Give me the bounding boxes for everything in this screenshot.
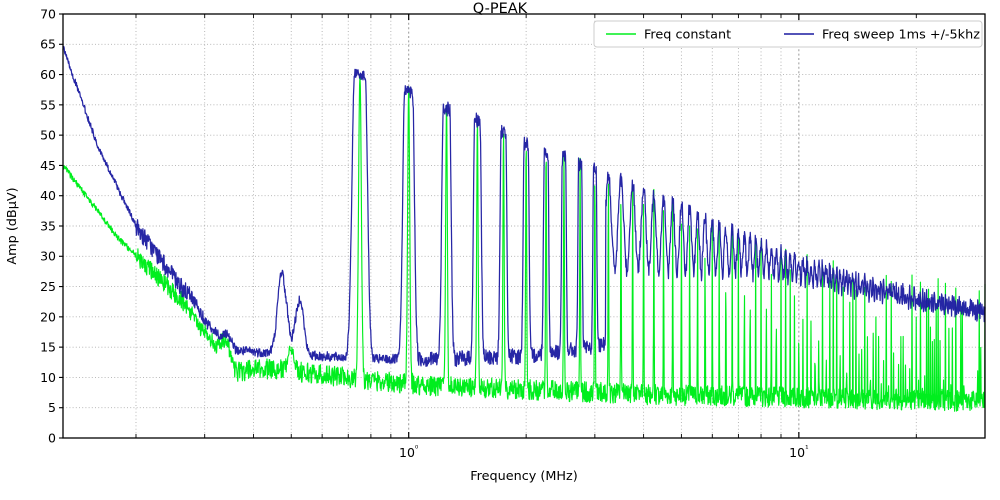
series-2 — [62, 45, 986, 368]
y-tick-label: 10 — [40, 370, 56, 385]
y-axis-title: Amp (dBµV) — [5, 187, 20, 264]
series-1 — [62, 74, 986, 412]
y-tick-label: 45 — [40, 158, 56, 173]
y-tick-label: 30 — [40, 249, 56, 264]
x-axis-title: Frequency (MHz) — [470, 469, 578, 484]
x-tick-label: 10⁰ — [399, 445, 419, 461]
legend-label-2: Freq sweep 1ms +/-5khz — [822, 27, 980, 42]
y-tick-label: 35 — [40, 218, 56, 233]
y-tick-label: 15 — [40, 340, 56, 355]
y-tick-label: 25 — [40, 279, 56, 294]
y-tick-label: 40 — [40, 188, 56, 203]
x-tick-label: 10¹ — [789, 445, 808, 461]
chart-title: Q-PEAK — [472, 1, 528, 17]
y-tick-label: 65 — [40, 37, 56, 52]
y-tick-label: 60 — [40, 67, 56, 82]
x-axis: 10⁰ 10¹ — [135, 14, 986, 461]
y-tick-label: 0 — [48, 430, 56, 445]
y-tick-label: 50 — [40, 128, 56, 143]
y-tick-label: 5 — [48, 400, 56, 415]
y-tick-label: 55 — [40, 97, 56, 112]
chart-legend[interactable]: Freq constant Freq sweep 1ms +/-5khz — [593, 20, 983, 48]
y-tick-label: 20 — [40, 309, 56, 324]
y-axis: 0 5 10 15 20 25 30 35 40 45 50 55 60 65 70 — [40, 6, 63, 445]
legend-label-1: Freq constant — [644, 27, 731, 42]
y-tick-label: 70 — [40, 6, 56, 21]
